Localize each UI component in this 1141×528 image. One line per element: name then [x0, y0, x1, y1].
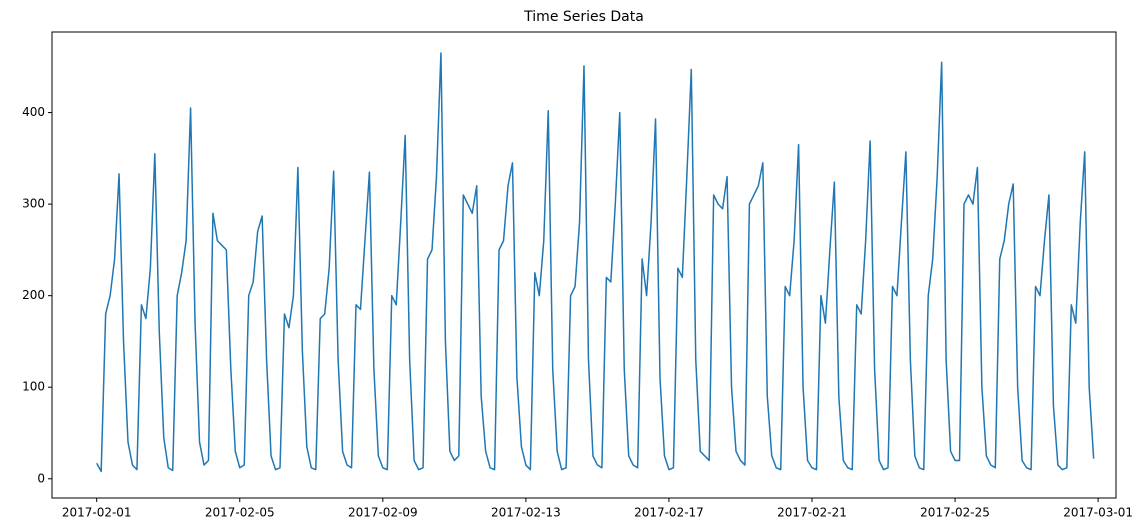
x-tick-label: 2017-02-01 [62, 506, 132, 520]
y-tick-label: 0 [37, 471, 45, 485]
x-tick-label: 2017-02-21 [777, 506, 847, 520]
y-tick-label: 100 [22, 380, 45, 394]
x-tick-label: 2017-02-17 [634, 506, 704, 520]
y-tick-label: 300 [22, 197, 45, 211]
x-tick-label: 2017-02-25 [920, 506, 990, 520]
chart-title: Time Series Data [523, 9, 644, 25]
x-tick-label: 2017-02-13 [491, 506, 561, 520]
y-tick-label: 200 [22, 288, 45, 302]
x-tick-label: 2017-02-05 [205, 506, 275, 520]
plot-frame [51, 31, 1117, 499]
x-tick-label: 2017-03-01 [1063, 506, 1133, 520]
series-line [96, 52, 1095, 473]
y-tick-label: 400 [22, 105, 45, 119]
x-tick-label: 2017-02-09 [348, 506, 418, 520]
